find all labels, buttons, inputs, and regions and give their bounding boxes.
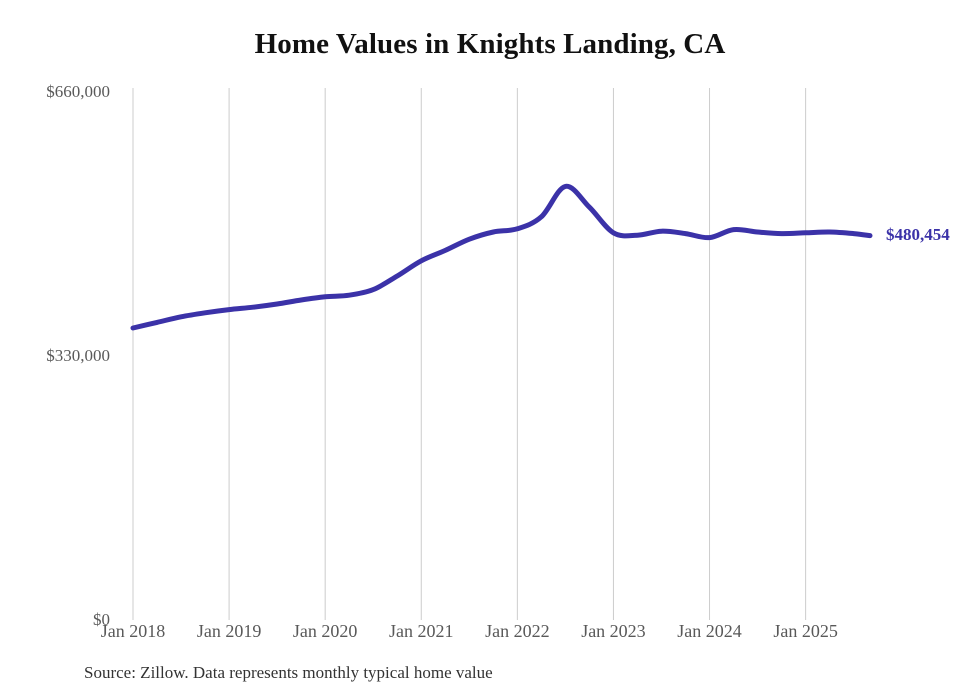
source-footnote: Source: Zillow. Data represents monthly … <box>84 663 493 682</box>
series-line-typical-home-value <box>130 183 873 331</box>
x-axis-tick-label: Jan 2021 <box>389 621 454 641</box>
x-axis-tick-label: Jan 2024 <box>677 621 742 641</box>
end-value-annotation: $480,454 <box>886 224 950 244</box>
x-axis-tick-label: Jan 2019 <box>196 621 262 641</box>
x-axis-tick-label: Jan 2023 <box>581 621 646 641</box>
axis-ticks-group <box>132 613 807 620</box>
y-axis-tick-top: $660,000 <box>46 82 110 101</box>
x-axis-tick-label: Jan 2022 <box>485 621 550 641</box>
page-title: Home Values in Knights Landing, CA <box>254 28 726 60</box>
y-axis-tick-mid: $330,000 <box>46 346 110 365</box>
gridlines-group <box>132 88 807 613</box>
x-axis-tick-label: Jan 2018 <box>100 621 166 641</box>
y-axis-tick-bottom: $0 <box>93 610 110 629</box>
x-axis-tick-label: Jan 2020 <box>292 621 358 641</box>
x-axis-tick-label: Jan 2025 <box>773 621 838 641</box>
